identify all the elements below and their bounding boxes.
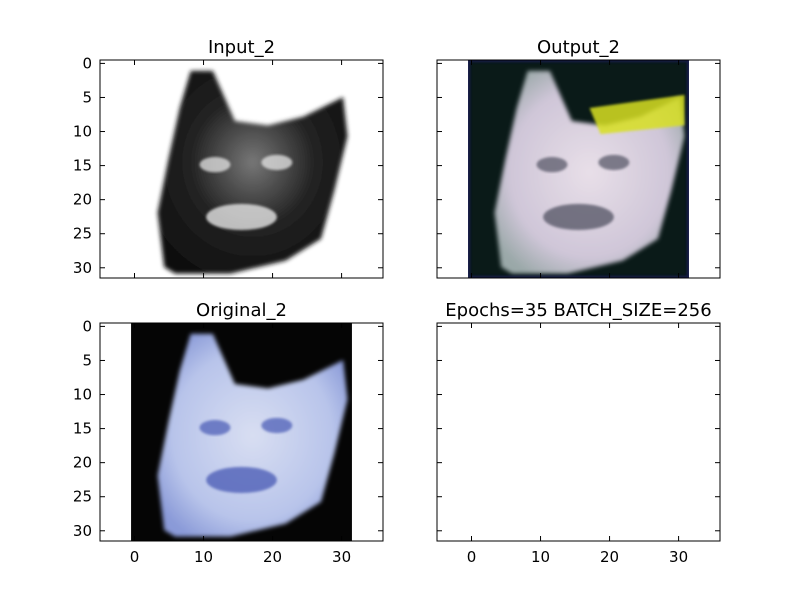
subplot-2: Output_2 [436,37,721,279]
ytick-label: 5 [82,88,92,106]
subplot-3: Original_2 0 5 10 15 20 25 30 0 10 20 30 [73,300,384,566]
ytick-label: 20 [73,191,92,209]
ytick-label: 25 [73,225,92,243]
ytick-label: 5 [82,351,92,369]
ytick-label: 0 [82,54,92,72]
axes-frame [99,59,384,279]
image-1 [131,60,352,278]
ytick-label: 30 [73,259,92,277]
ytick-label: 10 [73,386,92,404]
ytick-label: 0 [82,317,92,335]
xtick-label: 20 [600,548,619,566]
subplot-4: Epochs=35 BATCH_SIZE=256 0 10 20 30 [436,300,721,566]
xtick-label: 30 [332,548,351,566]
ytick-label: 10 [73,123,92,141]
ytick-label: 15 [73,157,92,175]
ytick-label: 20 [73,454,92,472]
xtick-label: 10 [531,548,550,566]
image-3 [131,323,352,541]
axes-frame [436,59,721,279]
xtick-label: 0 [130,548,140,566]
subplot-title: Output_2 [537,37,620,58]
xtick-label: 30 [669,548,688,566]
subplot-title: Original_2 [196,300,287,321]
xtick-label: 10 [194,548,213,566]
subplot-title: Epochs=35 BATCH_SIZE=256 [445,300,711,321]
axes-frame [436,322,721,542]
xtick-label: 20 [263,548,282,566]
subplot-title: Input_2 [208,37,275,58]
subplot-1: Input_2 0 5 10 15 20 25 30 [73,37,384,279]
xtick-label: 0 [467,548,477,566]
ytick-label: 15 [73,420,92,438]
axes-frame [99,322,384,542]
artifact-band [589,94,685,135]
image-2 [468,60,689,278]
ytick-label: 25 [73,488,92,506]
ytick-label: 30 [73,522,92,540]
cat-face [157,333,348,537]
cat-face [157,70,348,274]
